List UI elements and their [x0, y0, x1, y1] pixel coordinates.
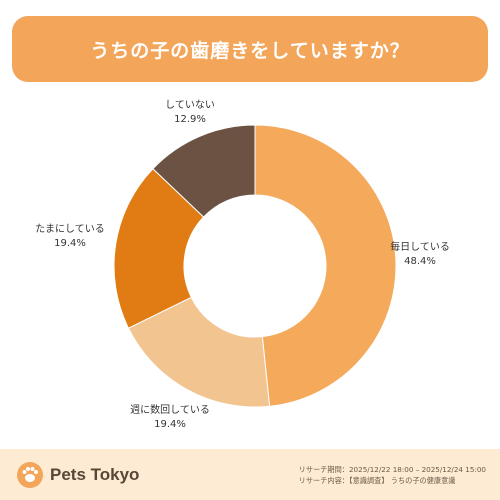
slice-several-times-week [127, 296, 271, 408]
paw-logo-icon [17, 462, 43, 488]
slice-value-sometimes: 19.4% [54, 238, 86, 249]
research-period: リサーチ期間：2025/12/22 18:00 – 2025/12/24 15:… [298, 465, 486, 474]
slice-value-never: 12.9% [174, 114, 206, 125]
footer: Pets Tokyo リサーチ期間：2025/12/22 18:00 – 202… [0, 449, 500, 500]
slice-value-several-times-week: 19.4% [154, 419, 186, 430]
donut-chart: 毎日している 48.4% 週に数回している 19.4% たまにしている 19.4% していな… [35, 99, 450, 430]
slice-label-several-times-week: 週に数回している [130, 403, 210, 416]
slice-label-daily: 毎日している [390, 240, 450, 253]
research-info: リサーチ期間：2025/12/22 18:00 – 2025/12/24 15:… [299, 464, 486, 486]
logo-text: Pets Tokyo [50, 465, 140, 484]
slice-daily [254, 124, 397, 407]
slice-label-sometimes: たまにしている [35, 223, 104, 235]
slice-value-daily: 48.4% [404, 256, 436, 267]
slice-label-never: していない [165, 99, 215, 111]
slice-sometimes [113, 168, 205, 329]
slice-never [152, 124, 256, 218]
chart-title: うちの子の歯磨きをしていますか？ [90, 39, 410, 62]
title-banner: うちの子の歯磨きをしていますか？ [12, 16, 488, 82]
logo: Pets Tokyo [16, 461, 139, 489]
research-content: リサーチ内容：【意識調査】 うちの子の健康意識 [298, 476, 456, 485]
